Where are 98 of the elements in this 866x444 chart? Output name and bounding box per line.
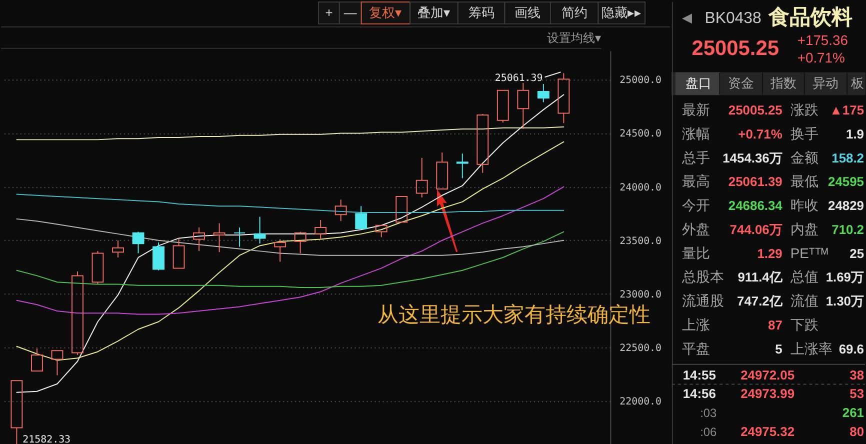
candlestick [416, 157, 428, 198]
text: +0.71% [797, 50, 845, 66]
text: 69.6 [838, 341, 864, 356]
candlestick [517, 82, 530, 130]
text: 内盘 [790, 220, 818, 237]
y-tick-label: 25000.0 [620, 75, 662, 86]
annotation: 25061.39 [494, 73, 543, 84]
text: 1.9 [846, 126, 864, 142]
text: 总值 [789, 268, 818, 285]
text: 87 [768, 318, 782, 333]
text: 下跌 [790, 316, 818, 333]
line-series [16, 126, 564, 140]
candlestick [234, 227, 246, 248]
text: 食品饮料 [767, 6, 852, 29]
candlestick [193, 227, 206, 252]
text: 设置均线▾ [547, 30, 602, 45]
text: 板 [850, 76, 864, 91]
text: 710.2 [832, 222, 864, 237]
y-tick-label: 23500.0 [620, 236, 662, 247]
text: 异动 [812, 76, 839, 91]
text: 261 [842, 405, 864, 420]
text: 744.06万 [730, 222, 782, 237]
text: 最低 [790, 173, 818, 190]
text: + [325, 4, 333, 20]
y-tick-label: 22500.0 [620, 342, 662, 354]
text: 24829 [828, 198, 864, 214]
candlestick [254, 216, 266, 244]
text: 1.69万 [826, 270, 864, 285]
text: 外盘 [682, 220, 710, 237]
text: 14:55 [682, 367, 716, 382]
text: 25061.39 [728, 174, 782, 190]
text: 涨幅 [682, 125, 710, 142]
annotation: 从这里提示大家有持续确定性 [377, 304, 650, 327]
text: 量比 [682, 244, 710, 261]
text: 747.2亿 [736, 294, 784, 309]
line-series [16, 231, 564, 288]
text: — [344, 4, 357, 20]
text: 80 [850, 424, 864, 440]
text: 38 [850, 367, 864, 382]
text: 流通股 [682, 292, 724, 309]
text: 画线 [514, 4, 541, 20]
text: 53 [850, 386, 864, 402]
y-tick-label: 23000.0 [620, 289, 662, 300]
text: :06 [700, 425, 718, 440]
text: +0.71% [738, 126, 783, 142]
annotation: 21582.33 [22, 434, 71, 444]
text: 总手 [680, 149, 710, 166]
text: 25 [850, 246, 864, 261]
text: 911.4亿 [738, 270, 784, 285]
candlestick [112, 240, 124, 258]
text: 1454.36万 [722, 150, 782, 166]
text: 金额 [790, 149, 818, 166]
line-series [16, 218, 564, 256]
text: 指数 [769, 76, 796, 91]
text: 叠加▾ [417, 4, 450, 20]
text: 24975.32 [740, 424, 795, 440]
text: 24686.34 [728, 198, 784, 214]
text: 最新 [682, 102, 710, 118]
text: 25005.25 [728, 102, 782, 118]
text: +175.36 [797, 32, 848, 48]
text: 24972.05 [740, 367, 795, 382]
text: 换手 [790, 125, 818, 142]
candlestick [558, 72, 570, 124]
y-tick-label: 22000.0 [620, 396, 662, 408]
candlestick [314, 220, 327, 240]
text: 最高 [682, 173, 710, 190]
text: 24973.99 [740, 386, 795, 402]
text: 隐藏▸▸ [602, 4, 642, 20]
text: 1.29 [757, 246, 782, 261]
text: 1.30万 [826, 294, 864, 309]
text: 盘口 [685, 76, 712, 91]
text: 昨收 [790, 197, 818, 214]
text: 158.2 [832, 150, 864, 166]
text: 5 [775, 341, 782, 356]
text: 资金 [728, 76, 754, 91]
text: 总股本 [680, 268, 724, 285]
text: 平盘 [682, 340, 710, 356]
text: :03 [700, 406, 718, 420]
text: 25005.25 [692, 36, 780, 60]
text: 14:56 [682, 386, 716, 402]
y-tick-label: 24000.0 [620, 182, 662, 194]
text: 上涨率 [790, 340, 832, 356]
text: BK0438 [704, 10, 762, 27]
text: 今开 [682, 197, 710, 214]
text: 流值 [790, 292, 818, 309]
text: 上涨 [682, 316, 710, 333]
text: 简约 [561, 4, 588, 20]
text: ◀ [682, 10, 692, 25]
text: PEᵀᵀᴹ [790, 244, 828, 261]
text: 复权▾ [369, 4, 402, 20]
y-tick-label: 24500.0 [620, 128, 662, 140]
text: 24595 [828, 174, 864, 190]
candlestick [213, 222, 226, 253]
candlestick [334, 199, 347, 222]
text: 筹码 [468, 4, 494, 20]
text: 涨跌 [790, 102, 818, 118]
candlestick [456, 153, 468, 179]
text: ▲175 [830, 102, 864, 118]
